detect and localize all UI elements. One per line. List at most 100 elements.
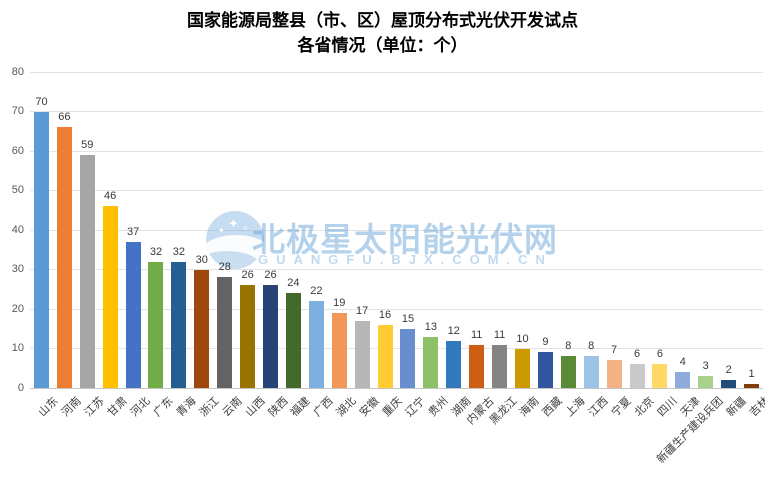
bar-value-label: 37: [126, 225, 140, 238]
y-axis-tick-label: 60: [11, 144, 24, 157]
bar: [744, 384, 760, 388]
gridline: [30, 150, 763, 152]
bar-value-label: 16: [378, 308, 392, 321]
x-axis-category-label: 广东: [151, 395, 176, 420]
bar-value-label: 26: [241, 269, 254, 282]
bar-value-label: 4: [679, 356, 686, 369]
y-axis-tick-label: 10: [11, 342, 24, 354]
bar: [560, 356, 576, 388]
y-axis-tick-label: 50: [11, 184, 24, 196]
x-axis-category-label: 云南: [220, 395, 245, 420]
sparkle-icon: ✦: [228, 216, 239, 231]
x-axis-category-label: 上海: [563, 395, 588, 420]
bar: [263, 285, 279, 388]
bar: [606, 360, 622, 388]
gridline: [30, 111, 763, 112]
watermark-subtext: GUANGFU.BJX.COM.CN: [258, 252, 553, 267]
bar: [285, 293, 301, 388]
bar-value-label: 1: [748, 368, 755, 381]
gridline: [30, 269, 763, 270]
bar-value-label: 12: [447, 324, 460, 337]
bar-value-label: 17: [356, 304, 369, 317]
bar-value-label: 32: [149, 245, 163, 258]
bar: [698, 376, 714, 388]
gridline: [30, 190, 763, 191]
bar: [377, 324, 393, 388]
chart-title: 国家能源局整县（市、区）屋顶分布式光伏开发试点 各省情况（单位：个）: [0, 8, 765, 58]
bar-value-label: 8: [565, 340, 572, 353]
bar: [721, 380, 737, 388]
x-axis-category-label: 北京: [632, 395, 657, 420]
x-axis-category-label: 浙江: [197, 395, 222, 420]
bar: [583, 356, 599, 388]
bar: [400, 328, 416, 388]
bar-value-label: 3: [702, 360, 709, 373]
x-axis-category-label: 山西: [243, 395, 268, 420]
x-axis-category-label: 宁夏: [609, 395, 634, 420]
bar: [331, 312, 347, 388]
x-axis-category-label: 青海: [174, 395, 199, 420]
bar-value-label: 11: [470, 328, 483, 341]
chart-title-line2: 各省情况（单位：个）: [297, 36, 468, 55]
bar: [125, 241, 141, 388]
x-axis-category-label: 江西: [586, 395, 611, 420]
bar-value-label: 15: [401, 312, 415, 325]
bar-value-label: 7: [611, 344, 618, 357]
x-axis-category-label: 湖北: [334, 395, 359, 420]
x-axis-category-label: 甘肃: [105, 395, 130, 420]
x-axis-category-label: 江苏: [82, 395, 107, 420]
chart-title-line1: 国家能源局整县（市、区）屋顶分布式光伏开发试点: [187, 11, 578, 30]
bar-value-label: 24: [287, 277, 300, 290]
bar-value-label: 10: [516, 332, 529, 345]
x-axis-category-label: 吉林: [747, 395, 765, 420]
y-axis-tick-label: 80: [11, 65, 24, 78]
x-axis-category-label: 河北: [128, 395, 153, 420]
x-axis-line: [30, 387, 763, 389]
bar: [514, 348, 530, 388]
bar: [469, 344, 485, 388]
bar: [79, 154, 95, 388]
bar-value-label: 8: [588, 340, 595, 353]
bar: [194, 269, 210, 388]
y-axis-tick-label: 0: [17, 381, 24, 394]
bar-value-label: 11: [493, 328, 506, 341]
gridline: [30, 308, 763, 310]
x-axis-category-label: 四川: [655, 395, 680, 420]
bar: [308, 301, 324, 388]
bar-value-label: 32: [172, 245, 186, 258]
bar: [492, 344, 508, 388]
bar-value-label: 59: [81, 138, 94, 151]
x-axis-category-label: 安徽: [357, 395, 382, 420]
bar-value-label: 66: [58, 111, 71, 124]
bar-value-label: 13: [424, 320, 437, 333]
bar-value-label: 70: [35, 95, 48, 108]
bar-value-label: 26: [264, 269, 277, 282]
bar-value-label: 30: [195, 253, 208, 266]
bar: [675, 372, 691, 388]
sparkle-icon: ✦: [218, 226, 225, 235]
gridline: [30, 229, 763, 231]
gridline: [30, 71, 763, 73]
bar-value-label: 6: [633, 348, 641, 361]
bar: [171, 261, 187, 388]
bar: [629, 364, 645, 388]
bar: [423, 336, 439, 388]
y-axis-tick-label: 40: [11, 223, 24, 236]
x-axis-category-label: 新疆: [724, 395, 749, 420]
y-axis-tick-label: 20: [11, 302, 24, 315]
bar: [446, 340, 462, 388]
watermark-text: 北极星太阳能光伏网: [252, 221, 558, 258]
bar-value-label: 6: [656, 348, 663, 361]
y-axis-tick-label: 70: [11, 105, 24, 117]
y-axis-tick-label: 30: [11, 263, 24, 275]
bar: [102, 206, 118, 388]
x-axis-category-label: 辽宁: [403, 395, 428, 420]
bar-value-label: 9: [542, 336, 549, 349]
x-axis-category-label: 贵州: [426, 395, 451, 420]
x-axis-category-label: 重庆: [380, 395, 405, 420]
bar: [537, 352, 553, 388]
bar-value-label: 46: [104, 190, 117, 203]
gridline: [30, 348, 763, 349]
bar: [652, 364, 668, 388]
